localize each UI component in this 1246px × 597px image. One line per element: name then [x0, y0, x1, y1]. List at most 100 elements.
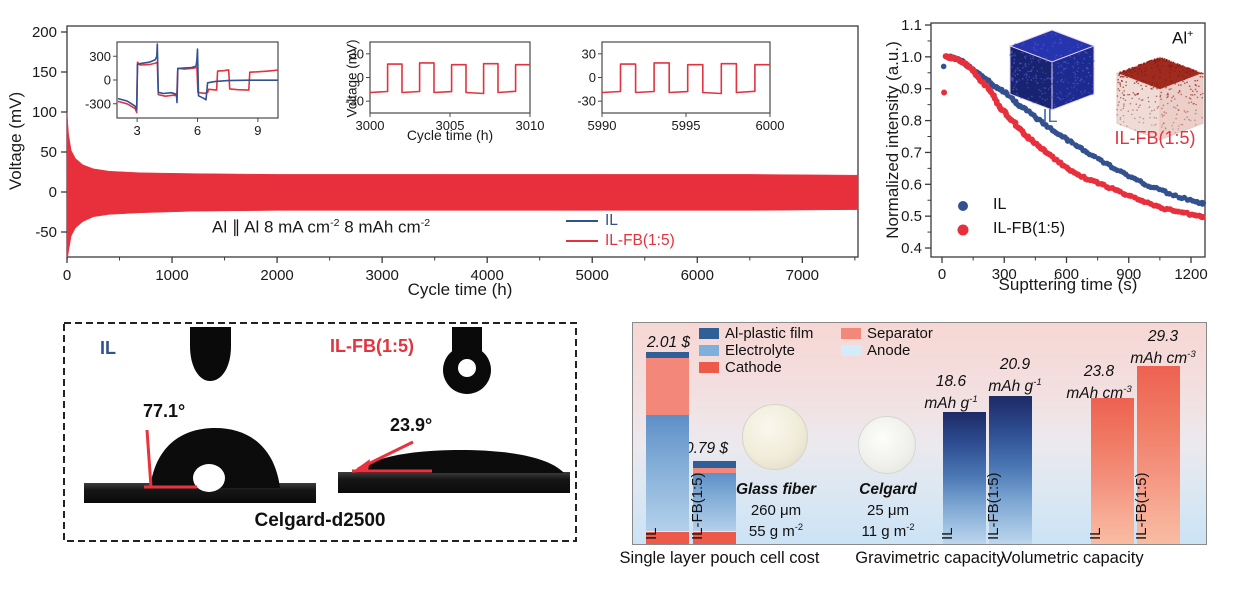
- glass-fiber-weight-base: 55 g m: [748, 523, 795, 540]
- svg-text:200: 200: [32, 24, 57, 41]
- svg-text:50: 50: [40, 144, 57, 161]
- svg-text:0.9: 0.9: [901, 81, 922, 98]
- grav-il-value: 18.6: [935, 373, 967, 390]
- svg-text:600: 600: [1054, 266, 1079, 283]
- celgard-weight: 11 g m-2: [828, 522, 948, 540]
- voltage-x-axis-label: Cycle time (h): [407, 280, 513, 299]
- legend-dot-il: [958, 201, 968, 211]
- svg-text:6000: 6000: [756, 118, 785, 133]
- bar-category-label-1: IL-FB(1:5): [689, 472, 706, 540]
- sputtering-plot: [925, 22, 1207, 263]
- svg-text:0: 0: [589, 70, 596, 85]
- voltage-plot-legend: IL IL-FB(1:5): [566, 211, 675, 251]
- svg-text:5995: 5995: [672, 118, 701, 133]
- cost-segment-Al-plastic film: [693, 461, 736, 469]
- celgard-weight-base: 11 g m: [861, 523, 907, 540]
- voltage-y-axis-label: Voltage (mV): [6, 91, 25, 191]
- ilfb-line-swatch: [566, 240, 598, 242]
- cost-capacity-panel: 2.01 $ 0.79 $ Glass fiber 260 μm 55 g m-…: [632, 322, 1207, 545]
- vol-ilfb-value-label: 29.3 mAh cm-3: [1108, 328, 1218, 368]
- svg-text:100: 100: [32, 104, 57, 121]
- svg-text:3000: 3000: [365, 267, 398, 284]
- svg-text:4000: 4000: [470, 267, 503, 284]
- glass-fiber-name: Glass fiber: [735, 481, 817, 498]
- contact-angle-value-ilfb: 23.9°: [390, 415, 433, 435]
- celgard-weight-sup: -2: [906, 522, 915, 532]
- annotation-part1: Al ∥ Al 8 mA cm: [212, 217, 331, 237]
- angle-marker-ilfb-arrow: [352, 459, 370, 472]
- grav-ilfb-unit: mAh g: [988, 378, 1034, 396]
- legend-label-3: Separator: [867, 325, 933, 342]
- scatter-legend-ilfb: IL-FB(1:5): [993, 220, 1066, 237]
- cost-bar-IL: [646, 352, 689, 544]
- separator-name-caption: Celgard-d2500: [254, 510, 386, 531]
- glass-fiber-thickness: 260 μm: [750, 502, 802, 519]
- vol-bar-IL: [1091, 398, 1134, 544]
- grav-bar-IL: [943, 412, 986, 544]
- cost-segment-Separator: [693, 468, 736, 473]
- svg-text:30: 30: [582, 46, 596, 61]
- grav-il-unit-sup: -1: [969, 394, 978, 405]
- legend-dot-ilfb: [957, 224, 969, 236]
- grav-ilfb-value-label: 20.9 mAh g-1: [960, 356, 1070, 396]
- svg-text:0.6: 0.6: [901, 176, 922, 193]
- svg-text:5000: 5000: [576, 267, 609, 284]
- droplet-il: [150, 428, 280, 488]
- svg-text:9: 9: [254, 123, 261, 138]
- vol-il-value: 23.8: [1083, 363, 1115, 380]
- legend-label-4: Anode: [867, 342, 911, 359]
- legend-label-0: Al-plastic film: [725, 325, 814, 342]
- svg-text:6: 6: [194, 123, 201, 138]
- glass-fiber-photo: [742, 404, 808, 470]
- glass-fiber-weight: 55 g m-2: [716, 522, 836, 540]
- svg-text:0: 0: [63, 267, 71, 284]
- cost-segment-Anode: [646, 530, 689, 532]
- grav-ilfb-value: 20.9: [999, 356, 1031, 373]
- grav-bar-IL-FB(1:5): [989, 396, 1032, 544]
- cost-segment-Cathode: [646, 531, 689, 544]
- inset2-x-axis-label: Cycle time (h): [406, 127, 494, 143]
- legend-label-1: Electrolyte: [725, 342, 796, 359]
- vol-ilfb-unit: mAh cm: [1130, 350, 1188, 368]
- svg-text:30: 30: [350, 46, 364, 61]
- svg-text:1200: 1200: [1174, 266, 1207, 283]
- svg-text:5990: 5990: [588, 118, 617, 133]
- grav-il-value-label: 18.6 mAh g-1: [896, 373, 1006, 413]
- cost-value-ilfb: 0.79 $: [685, 440, 729, 457]
- svg-text:150: 150: [32, 64, 57, 81]
- svg-text:0: 0: [938, 266, 946, 283]
- legend-row-il: IL: [566, 211, 675, 231]
- il-line-swatch: [566, 219, 598, 223]
- cost-segment-Cathode: [693, 532, 736, 544]
- svg-text:1.0: 1.0: [901, 49, 922, 66]
- red-cube-label: IL-FB(1:5): [1114, 128, 1196, 148]
- vol-bar-IL-FB(1:5): [1137, 366, 1180, 544]
- cost-segment-Separator: [646, 357, 689, 416]
- ilfb-legend-label: IL-FB(1:5): [605, 232, 675, 249]
- droplet-highlight: [193, 464, 225, 492]
- vol-ilfb-unit-sup: -3: [1187, 349, 1196, 360]
- il-legend-label: IL: [605, 212, 618, 229]
- svg-text:6000: 6000: [681, 267, 714, 284]
- annotation-part2: 8 mAh cm: [339, 217, 421, 237]
- cost-segment-Al-plastic film: [646, 352, 689, 358]
- cost-bar-IL-FB(1:5): [693, 461, 736, 544]
- inset-5990h: [598, 41, 771, 117]
- glass-fiber-weight-sup: -2: [794, 522, 804, 532]
- svg-text:-30: -30: [345, 94, 364, 109]
- bar-category-label-5: IL-FB(1:5): [1133, 472, 1150, 540]
- blue-cube-label: IL: [1042, 106, 1058, 126]
- svg-text:-50: -50: [35, 224, 57, 241]
- angle-marker-il-v: [145, 429, 153, 488]
- legend-row-ilfb: IL-FB(1:5): [566, 231, 675, 251]
- svg-text:0.5: 0.5: [901, 208, 922, 225]
- svg-text:2000: 2000: [260, 267, 293, 284]
- svg-text:1.1: 1.1: [901, 17, 922, 34]
- vol-il-value-label: 23.8 mAh cm-3: [1044, 363, 1154, 403]
- svg-text:0.4: 0.4: [901, 240, 922, 257]
- svg-text:3005: 3005: [436, 118, 465, 133]
- grav-il-unit: mAh g: [924, 395, 970, 413]
- celgard-name: Celgard: [859, 481, 917, 498]
- inset-early-cycles: [113, 41, 279, 122]
